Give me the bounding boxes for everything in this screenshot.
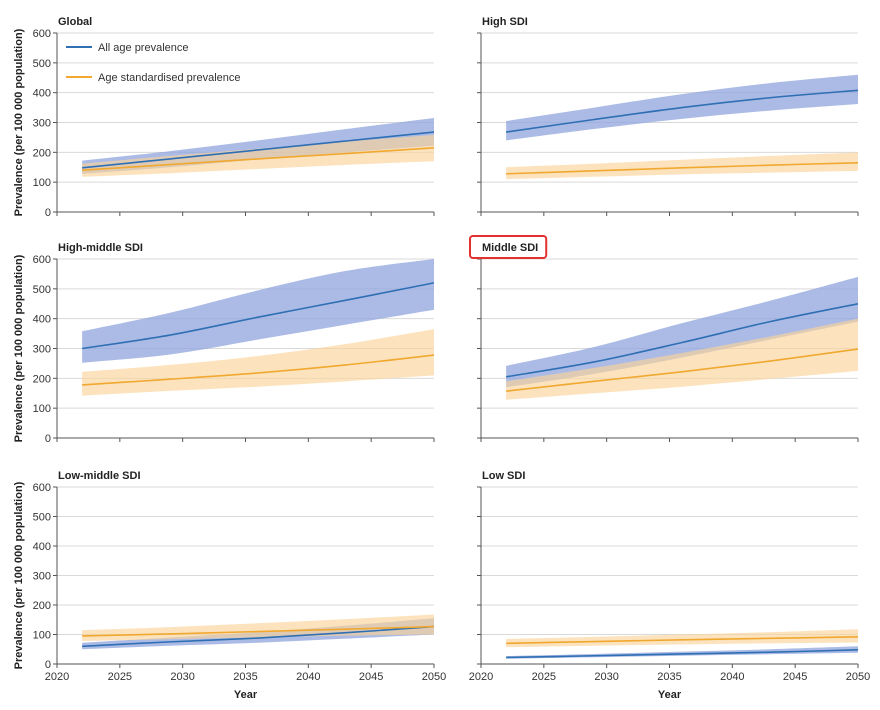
panel-title: Low-middle SDI: [58, 470, 141, 482]
x-tick-label: 2035: [233, 671, 257, 683]
panel-title: Low SDI: [482, 470, 525, 482]
y-tick-label: 500: [33, 58, 51, 70]
plot-area: [506, 74, 858, 180]
panel-high-sdi: High SDI: [477, 16, 859, 216]
line-age-std: [82, 625, 434, 637]
band-all-age: [506, 276, 858, 388]
line-all-age: [82, 282, 434, 350]
x-axis-label: Year: [658, 689, 682, 701]
line-age-std: [506, 348, 858, 392]
band-age-std: [506, 629, 858, 648]
line-all-age: [506, 89, 858, 133]
y-tick-label: 200: [33, 373, 51, 385]
line-age-std: [506, 636, 858, 645]
line-age-std: [82, 147, 434, 172]
band-all-age: [82, 259, 434, 363]
band-age-std: [506, 318, 858, 400]
y-tick-label: 100: [33, 403, 51, 415]
panel-global: 0 100 200 300 400 500 600 Global Prevalence (per…: [13, 16, 435, 219]
y-axis-label: Prevalence (per 100 000 population): [13, 481, 25, 669]
x-axis-label: Year: [234, 689, 258, 701]
highlight-box: [469, 235, 548, 259]
y-tick-label: 300: [33, 344, 51, 356]
line-all-age: [506, 649, 858, 659]
x-tick-label: 2030: [594, 671, 618, 683]
y-tick-label: 0: [45, 207, 51, 219]
panel-title: Global: [58, 16, 92, 28]
line-age-std: [506, 161, 858, 175]
plot-area: [505, 276, 858, 400]
y-tick-label: 600: [33, 28, 51, 40]
band-age-std: [82, 135, 434, 177]
y-tick-label: 400: [33, 541, 51, 553]
panel-low-sdi: 2020 2025 2030 2035 2040 2045 2050 Low SDI Year: [469, 470, 870, 701]
y-tick-label: 500: [33, 512, 51, 524]
legend-label-all-age: All age prevalence: [98, 42, 189, 54]
x-tick-label: 2045: [783, 671, 807, 683]
y-tick-label: 300: [33, 571, 51, 583]
y-tick-label: 600: [33, 254, 51, 266]
y-tick-label: 200: [33, 147, 51, 159]
line-all-age: [82, 625, 434, 648]
x-tick-label: 2020: [45, 671, 69, 683]
x-tick-label: 2045: [359, 671, 383, 683]
x-tick-label: 2025: [108, 671, 132, 683]
panel-title: High-middle SDI: [58, 242, 143, 254]
y-tick-label: 0: [45, 433, 51, 445]
x-tick-label: 2025: [532, 671, 556, 683]
y-tick-label: 400: [33, 88, 51, 100]
line-all-age: [505, 302, 858, 378]
x-tick-label: 2020: [469, 671, 493, 683]
band-age-std: [506, 152, 858, 180]
panel-title: High SDI: [482, 16, 528, 28]
x-tick-label: 2030: [170, 671, 194, 683]
line-age-std: [82, 354, 434, 386]
panel-middle-sdi: Middle SDI: [469, 235, 859, 442]
x-tick-label: 2035: [657, 671, 681, 683]
plot-area: [82, 259, 434, 396]
plot-area: [82, 614, 434, 650]
y-axis-label: Prevalence (per 100 000 population): [13, 28, 25, 216]
x-tick-label: 2050: [422, 671, 446, 683]
plot-area: [506, 629, 858, 659]
panel-high-middle-sdi: 0 100 200 300 400 500 600 High-middle SDI Preval…: [13, 242, 435, 445]
y-tick-label: 200: [33, 600, 51, 612]
panel-low-middle-sdi: 0 100 200 300 400 500 600 2020 2025 2030 2035 2040 2…: [13, 470, 446, 701]
legend-label-age-std: Age standardised prevalence: [98, 72, 240, 84]
plot-area: [82, 118, 434, 177]
y-tick-label: 300: [33, 118, 51, 130]
y-axis-label: Prevalence (per 100 000 population): [13, 254, 25, 442]
x-tick-label: 2040: [720, 671, 744, 683]
y-tick-label: 100: [33, 630, 51, 642]
x-tick-label: 2050: [846, 671, 870, 683]
legend: All age prevalence Age standardised prev…: [66, 42, 240, 84]
x-tick-label: 2040: [296, 671, 320, 683]
y-tick-label: 400: [33, 314, 51, 326]
y-tick-label: 500: [33, 284, 51, 296]
y-tick-label: 600: [33, 482, 51, 494]
y-tick-label: 0: [45, 659, 51, 671]
y-tick-label: 100: [33, 177, 51, 189]
panel-title: Middle SDI: [482, 242, 538, 254]
line-all-age: [82, 131, 434, 169]
